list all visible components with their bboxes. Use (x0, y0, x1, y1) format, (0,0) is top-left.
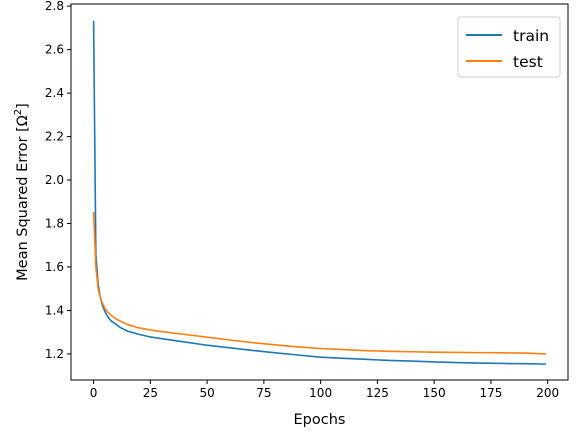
y-tick-label: 1.4 (45, 303, 64, 317)
y-tick-label: 1.2 (45, 347, 64, 361)
x-axis-label: Epochs (294, 412, 346, 428)
x-tick-label: 125 (366, 386, 389, 400)
y-tick-label: 2.0 (45, 173, 64, 187)
y-tick-label: 2.6 (45, 43, 64, 57)
y-tick-label: 1.8 (45, 217, 64, 231)
y-axis-label: Mean Squared Error [Ω2] (13, 103, 31, 281)
y-axis-label-superscript: 2 (13, 109, 24, 115)
x-axis: 0 25 50 75 100 125 150 175 200 (90, 380, 559, 400)
series-line-test (92, 211, 547, 355)
x-tick-label: 50 (199, 386, 214, 400)
y-tick-label: 2.8 (45, 0, 64, 13)
x-tick-label: 75 (256, 386, 271, 400)
y-axis: 1.2 1.4 1.6 1.8 2.0 2.2 2.4 2.6 2.8 (45, 0, 71, 361)
legend: train test (457, 16, 561, 78)
y-tick-label: 1.6 (45, 260, 64, 274)
y-axis-label-main: Mean Squared Error [Ω (15, 115, 31, 281)
x-tick-label: 200 (536, 386, 559, 400)
x-tick-label: 100 (309, 386, 332, 400)
y-tick-label: 2.2 (45, 130, 64, 144)
legend-label-train: train (513, 27, 549, 45)
x-tick-label: 150 (423, 386, 446, 400)
x-tick-label: 25 (143, 386, 158, 400)
axes-frame (70, 3, 569, 381)
legend-box (457, 16, 561, 78)
series-layer (92, 20, 547, 365)
y-tick-label: 2.4 (45, 86, 64, 100)
x-tick-label: 0 (90, 386, 98, 400)
x-tick-label: 175 (479, 386, 502, 400)
y-axis-label-close: ] (15, 103, 31, 109)
legend-label-test: test (513, 53, 543, 71)
series-line-train (92, 20, 547, 365)
